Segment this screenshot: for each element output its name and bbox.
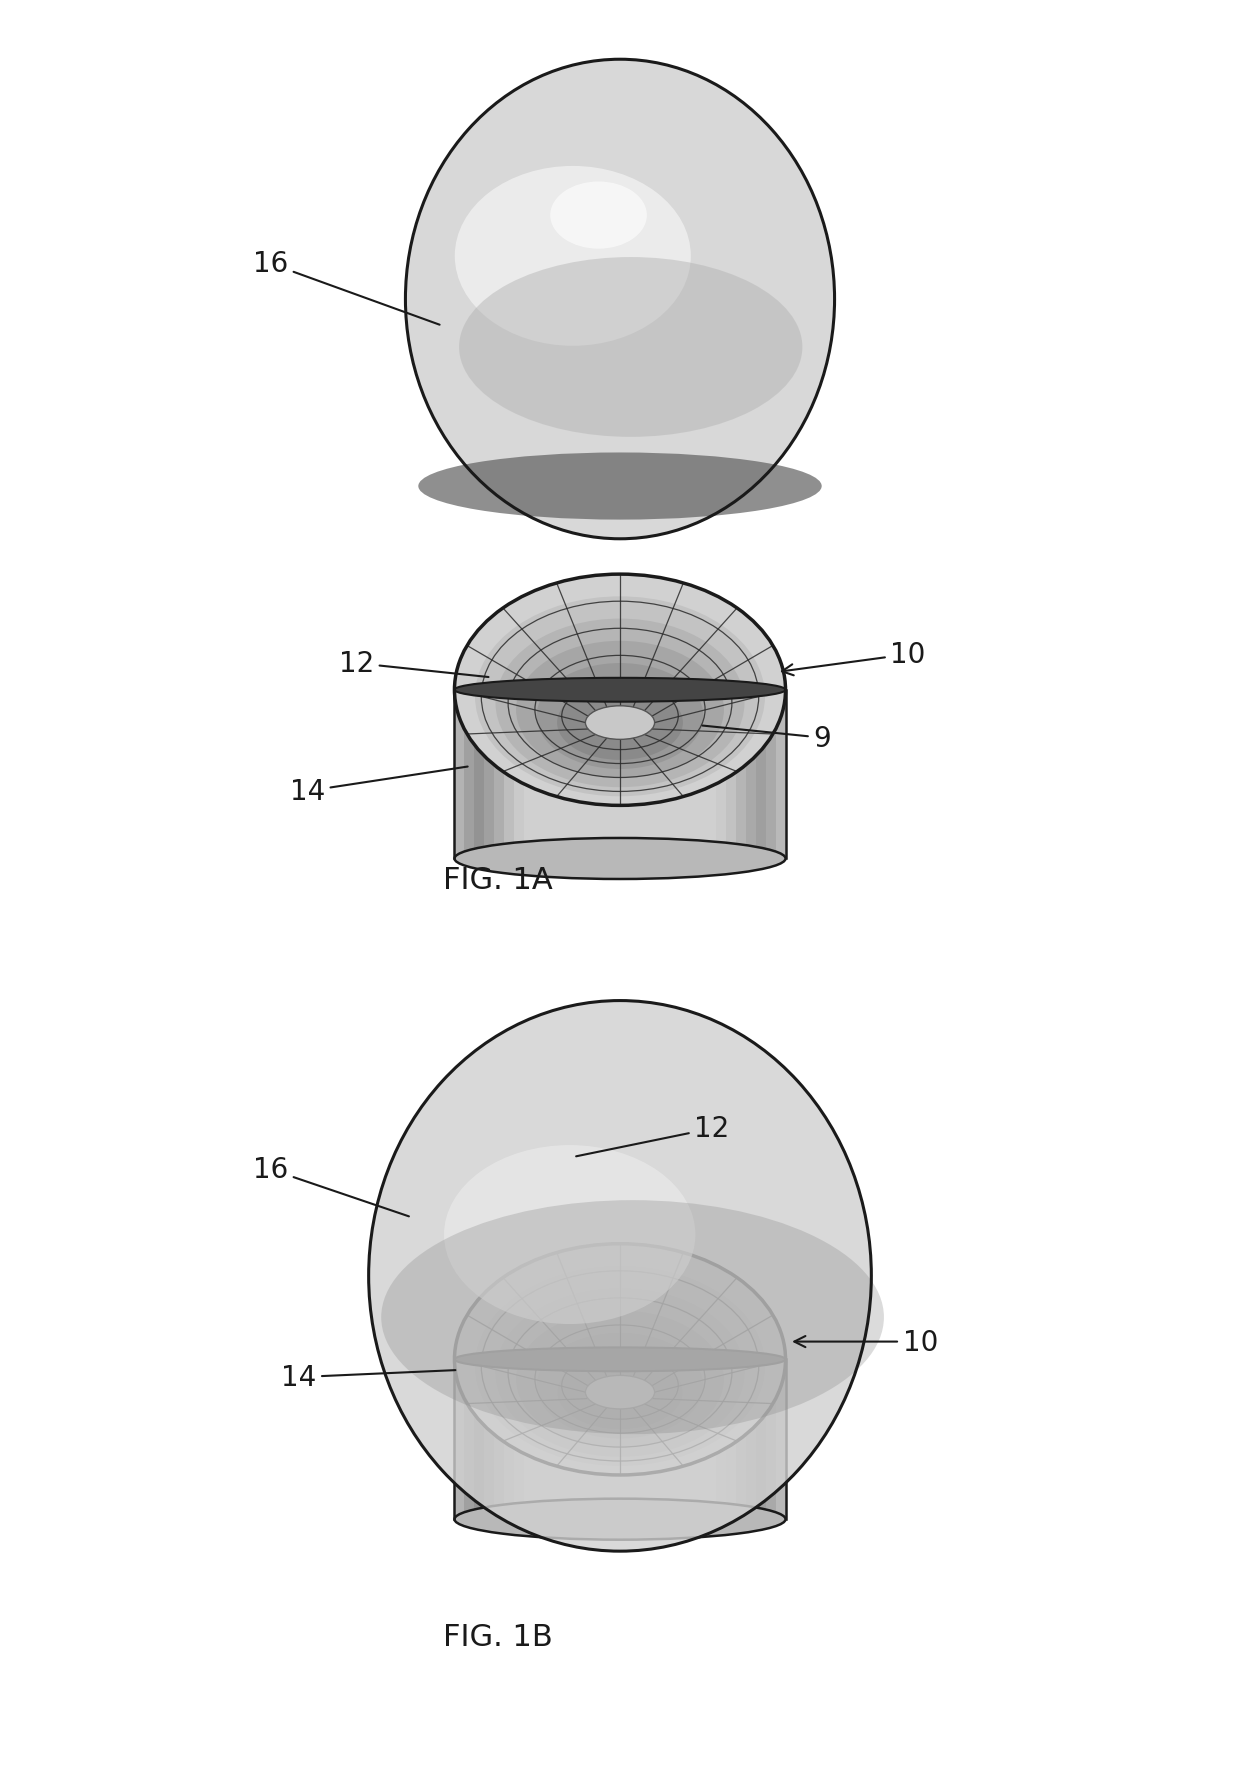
Ellipse shape — [455, 166, 691, 347]
Ellipse shape — [557, 685, 683, 760]
Ellipse shape — [475, 598, 765, 796]
Polygon shape — [455, 1360, 485, 1519]
Ellipse shape — [516, 642, 724, 778]
Ellipse shape — [455, 839, 785, 880]
Polygon shape — [465, 1360, 495, 1519]
Ellipse shape — [537, 1333, 703, 1438]
Polygon shape — [465, 691, 495, 859]
Text: 12: 12 — [339, 649, 489, 678]
Polygon shape — [745, 691, 775, 859]
Polygon shape — [475, 1360, 505, 1519]
Text: 16: 16 — [253, 250, 440, 326]
Polygon shape — [475, 691, 505, 859]
Text: 12: 12 — [577, 1115, 729, 1157]
Text: 14: 14 — [290, 767, 467, 805]
Text: FIG. 1B: FIG. 1B — [443, 1623, 552, 1651]
Text: 10: 10 — [795, 1327, 939, 1356]
Ellipse shape — [455, 574, 785, 805]
Polygon shape — [485, 1360, 515, 1519]
Ellipse shape — [551, 182, 647, 249]
FancyBboxPatch shape — [455, 691, 785, 859]
Ellipse shape — [516, 1311, 724, 1447]
Ellipse shape — [455, 678, 785, 703]
Polygon shape — [735, 1360, 765, 1519]
Text: FIG. 1A: FIG. 1A — [443, 866, 552, 894]
Ellipse shape — [475, 1267, 765, 1465]
Polygon shape — [725, 691, 755, 859]
Ellipse shape — [585, 707, 655, 741]
Ellipse shape — [585, 1376, 655, 1410]
Polygon shape — [745, 1360, 775, 1519]
Text: 16: 16 — [253, 1156, 409, 1217]
Ellipse shape — [496, 619, 744, 787]
Ellipse shape — [444, 1145, 696, 1324]
Polygon shape — [755, 691, 785, 859]
FancyBboxPatch shape — [455, 1360, 785, 1519]
Ellipse shape — [381, 1200, 884, 1435]
Text: 10: 10 — [782, 640, 926, 676]
Polygon shape — [755, 1360, 785, 1519]
Ellipse shape — [455, 1243, 785, 1476]
Ellipse shape — [557, 1354, 683, 1429]
Ellipse shape — [459, 258, 802, 438]
Ellipse shape — [405, 61, 835, 540]
Ellipse shape — [368, 1002, 872, 1551]
Ellipse shape — [418, 453, 822, 521]
Text: 14: 14 — [281, 1363, 455, 1392]
Ellipse shape — [537, 664, 703, 769]
Polygon shape — [455, 691, 485, 859]
Polygon shape — [725, 1360, 755, 1519]
Polygon shape — [485, 691, 515, 859]
Text: 9: 9 — [703, 725, 831, 753]
Ellipse shape — [496, 1288, 744, 1456]
Ellipse shape — [455, 1499, 785, 1540]
Polygon shape — [735, 691, 765, 859]
Ellipse shape — [455, 1347, 785, 1372]
